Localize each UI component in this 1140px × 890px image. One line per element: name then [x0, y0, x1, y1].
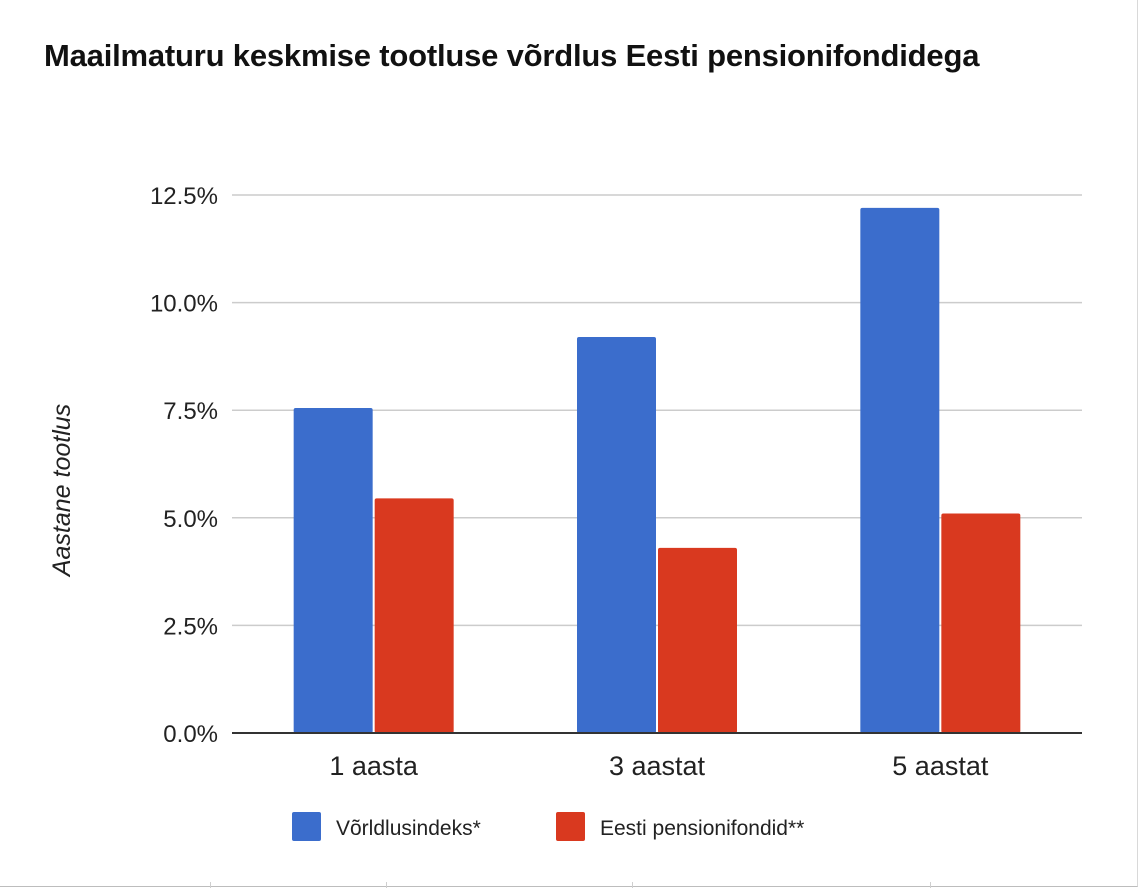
legend-label: Võrldlusindeks* [336, 817, 481, 840]
bar-vordlusindeks-2 [860, 207, 940, 734]
legend: Võrldlusindeks* Eesti pensionifondid** [292, 812, 804, 841]
bar-pensionifondid-2 [941, 513, 1021, 733]
gridlines [232, 194, 1082, 627]
x-axis-categories: 1 aasta 3 aastat 5 aastat [329, 751, 988, 781]
bar-vordlusindeks-0 [293, 408, 373, 733]
legend-swatch [556, 812, 585, 841]
legend-label: Eesti pensionifondid** [600, 817, 804, 840]
frame-tick [386, 882, 387, 888]
chart-title: Maailmaturu keskmise tootluse võrdlus Ee… [44, 38, 980, 73]
bar-pensionifondid-0 [374, 498, 454, 733]
y-tick-label: 12.5% [150, 183, 218, 210]
y-axis-label: Aastane tootlus [48, 404, 76, 578]
frame-tick [632, 882, 633, 888]
y-tick-label: 10.0% [150, 291, 218, 318]
x-category-label: 3 aastat [609, 751, 706, 781]
bars [293, 207, 1021, 734]
y-axis-ticks: 0.0% 2.5% 5.0% 7.5% 10.0% 12.5% [150, 183, 218, 748]
frame-tick [210, 882, 211, 888]
legend-swatch [292, 812, 321, 841]
y-tick-label: 2.5% [163, 613, 218, 640]
y-tick-label: 7.5% [163, 398, 218, 425]
bar-vordlusindeks-1 [577, 337, 656, 733]
x-category-label: 1 aasta [329, 751, 419, 781]
y-tick-label: 0.0% [163, 721, 218, 748]
frame-tick [930, 882, 931, 888]
bar-pensionifondid-1 [658, 547, 737, 733]
y-tick-label: 5.0% [163, 506, 218, 533]
x-category-label: 5 aastat [892, 751, 989, 781]
